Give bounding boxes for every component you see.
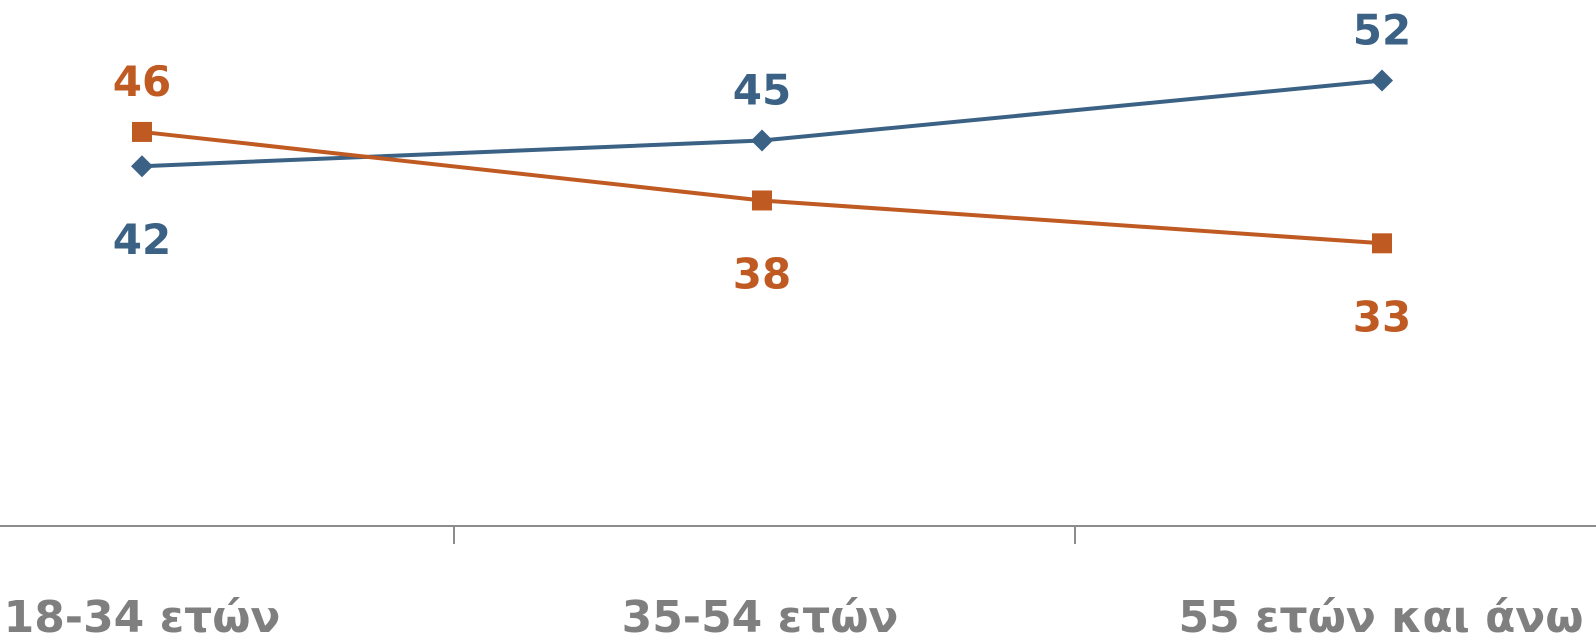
data-point-marker (751, 129, 773, 152)
data-point-marker (132, 121, 152, 142)
data-point-marker (1371, 69, 1393, 92)
data-label: 33 (1353, 292, 1411, 341)
category-labels: 18-34 ετών 35-54 ετών 55 ετών και άνω (4, 592, 1584, 641)
data-label: 38 (733, 249, 791, 298)
x-tick-label: 18-34 ετών (4, 592, 281, 641)
data-point-marker (1372, 233, 1392, 254)
data-point-marker (131, 155, 153, 178)
data-label: 45 (733, 66, 791, 115)
data-label: 46 (113, 57, 171, 106)
x-axis-ticks (453, 526, 1076, 544)
data-label: 42 (113, 215, 171, 264)
x-tick-label: 35-54 ετών (622, 592, 899, 641)
data-labels: 42 45 52 46 38 33 (113, 6, 1411, 342)
x-tick-label: 55 ετών και άνω (1178, 592, 1583, 641)
series-layer (131, 69, 1393, 254)
data-point-marker (752, 190, 772, 211)
data-label: 52 (1353, 6, 1411, 55)
